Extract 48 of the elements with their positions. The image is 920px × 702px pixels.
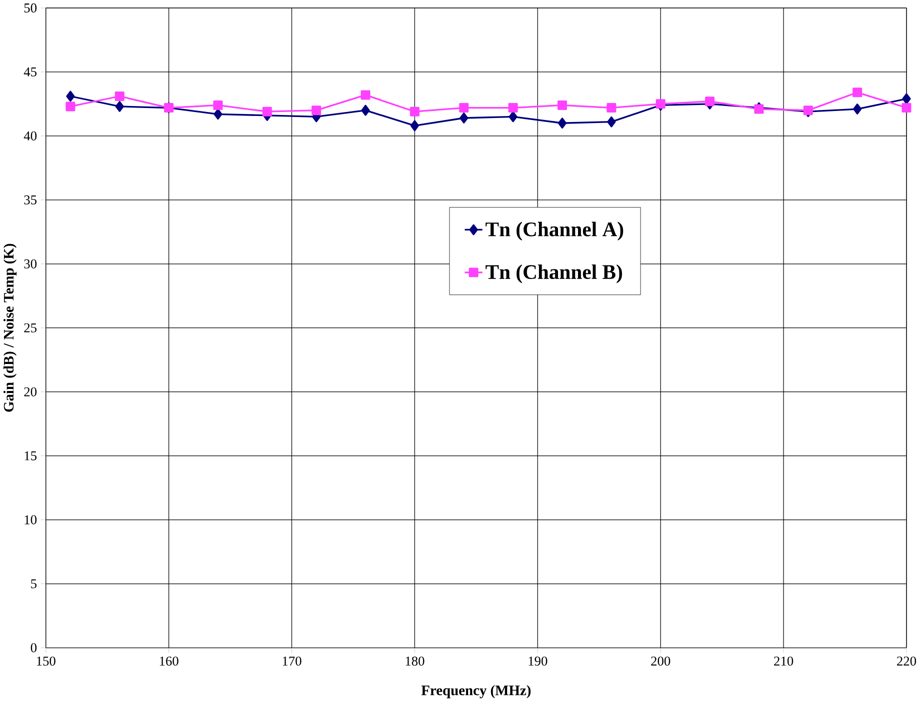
point (214, 108, 222, 120)
point (312, 106, 322, 116)
point (607, 116, 616, 128)
point (508, 103, 518, 113)
y-tick-label: 50 (24, 4, 37, 13)
point (508, 111, 518, 122)
y-tick-label: 20 (24, 387, 37, 397)
point (262, 107, 272, 117)
point (115, 101, 124, 112)
y-axis-title: Gain (dB) / Noise Temp (K) (3, 244, 17, 412)
y-tick-label: 25 (24, 324, 37, 333)
y-tick-label: 35 (24, 196, 37, 205)
point (460, 112, 468, 124)
x-tick-label: 180 (406, 656, 424, 666)
point (558, 118, 567, 129)
x-tick-label: 190 (528, 656, 548, 666)
point (213, 100, 223, 110)
point (558, 100, 567, 110)
x-tick-label: 200 (651, 656, 670, 666)
point (902, 103, 912, 113)
x-tick-label: 150 (36, 656, 56, 666)
x-tick-label: 170 (282, 656, 302, 666)
point (410, 120, 420, 132)
y-tick-label: 15 (24, 451, 37, 460)
point (852, 88, 862, 98)
y-tick-label: 5 (31, 579, 37, 588)
point (114, 92, 124, 102)
y-tick-label: 0 (30, 643, 37, 652)
legend-label: Tn (Channel B) (486, 264, 622, 284)
point (66, 90, 75, 102)
point (902, 93, 911, 104)
point (361, 105, 370, 116)
x-tick-label: 160 (160, 656, 178, 666)
point (459, 103, 469, 113)
point (410, 107, 420, 117)
y-tick-label: 45 (24, 68, 37, 77)
point (705, 96, 715, 106)
point (360, 90, 370, 100)
x-tick-label: 210 (774, 656, 794, 666)
y-tick-label: 40 (24, 132, 37, 141)
y-tick-label: 30 (24, 260, 37, 269)
y-tick-label: 10 (24, 515, 37, 524)
x-axis-title: Frequency (MHz) (421, 685, 531, 698)
point (853, 104, 862, 115)
point (66, 102, 76, 112)
point (606, 103, 616, 113)
x-tick-label: 220 (897, 656, 916, 666)
legend-label: Tn (Channel A) (486, 222, 624, 241)
